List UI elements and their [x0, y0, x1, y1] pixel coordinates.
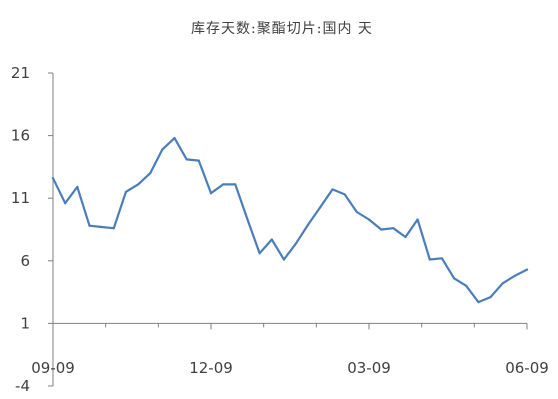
data-point	[331, 188, 334, 191]
x-tick-label: 12-09	[189, 359, 233, 377]
data-point	[513, 274, 516, 277]
y-tick-label: -4	[15, 377, 30, 395]
data-point	[234, 183, 237, 186]
data-point	[355, 210, 358, 214]
axes	[48, 72, 528, 387]
data-point	[112, 227, 115, 230]
x-axis-tick-labels: 09-09 12-09 03-09 06-09	[31, 359, 549, 377]
y-tick-label: 11	[11, 189, 30, 207]
data-point	[124, 190, 128, 194]
data-point	[380, 228, 383, 231]
y-tick-label: 16	[11, 127, 30, 145]
data-point	[489, 296, 492, 299]
data-point	[51, 177, 55, 180]
data-point	[477, 301, 480, 304]
data-point	[307, 223, 310, 226]
data-point	[136, 183, 140, 186]
data-point	[185, 158, 188, 161]
data-point	[416, 218, 419, 221]
chart-title: 库存天数:聚酯切片:国内 天	[191, 21, 373, 37]
data-point	[173, 137, 176, 140]
x-tick-label: 03-09	[347, 359, 391, 377]
y-tick-label: 1	[20, 314, 30, 332]
data-point	[76, 185, 79, 189]
data-point	[319, 205, 322, 209]
data-point	[367, 218, 371, 221]
data-point	[465, 284, 468, 287]
data-point	[161, 148, 164, 151]
y-tick-label: 21	[11, 64, 30, 82]
data-point	[258, 252, 261, 255]
data-point	[428, 258, 431, 261]
data-point	[100, 225, 103, 229]
data-point	[282, 258, 286, 261]
data-point	[294, 242, 298, 245]
data-point	[392, 227, 395, 230]
data-point	[64, 202, 67, 205]
data-point	[246, 218, 249, 221]
data-point	[343, 193, 346, 196]
x-tick-label: 06-09	[505, 359, 549, 377]
data-point	[501, 282, 504, 285]
data-point	[222, 183, 225, 186]
data-point	[209, 192, 213, 195]
data-point	[404, 235, 407, 239]
series-line	[51, 137, 529, 304]
data-point	[270, 238, 273, 241]
x-tick-label: 09-09	[31, 359, 75, 377]
series-layer	[51, 137, 529, 304]
data-point	[525, 268, 529, 271]
data-point	[452, 277, 456, 280]
y-tick-label: 6	[20, 252, 30, 270]
data-point	[149, 172, 152, 175]
data-point	[88, 224, 91, 227]
data-point	[440, 257, 444, 260]
data-point	[197, 159, 200, 162]
